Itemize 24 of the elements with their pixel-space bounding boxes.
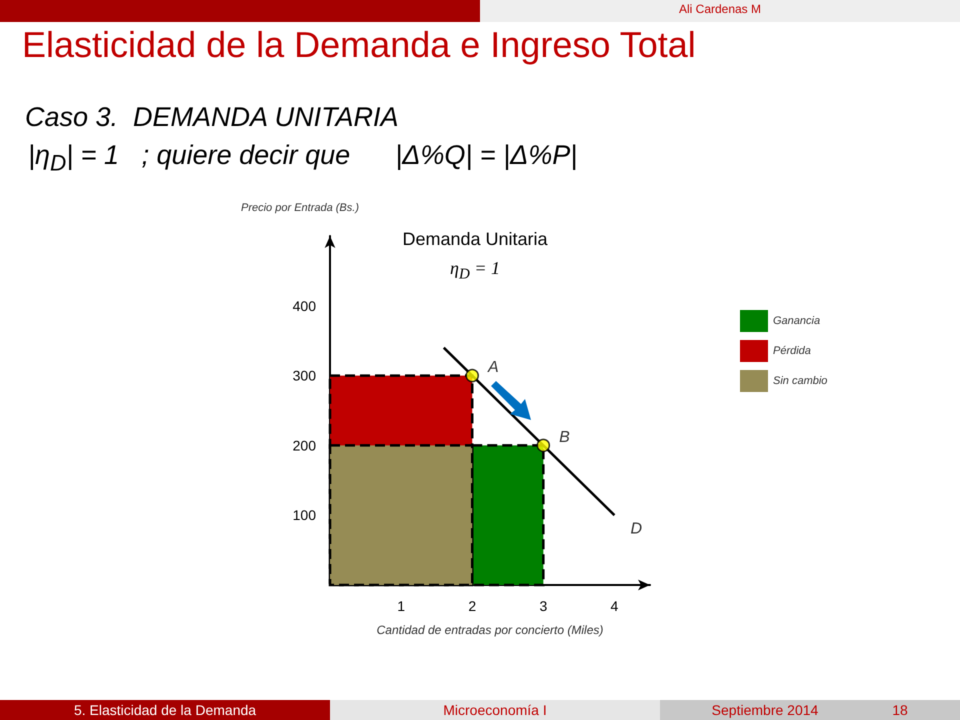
- y-tick-label: 400: [292, 298, 316, 314]
- legend-label: Pérdida: [773, 345, 811, 357]
- text: Septiembre 2014: [710, 702, 820, 718]
- y-tick-label: 100: [292, 507, 316, 524]
- series-label: A: [486, 359, 499, 376]
- x-tick-label: 3: [539, 598, 548, 614]
- y-axis-title: Precio por Entrada (Bs.): [241, 202, 360, 214]
- x-tick-label: 2: [468, 598, 476, 614]
- x-tick-label: 1: [397, 598, 406, 614]
- y-tick-label: 300: [292, 368, 316, 384]
- annotation: η$_{D}$ = 1: [449, 258, 501, 284]
- text: 18: [891, 702, 909, 718]
- series-label: D: [630, 520, 642, 538]
- chart-subtitle: Caso 3. DEMANDA UNITARIA: [25, 102, 399, 133]
- annotation: Demanda Unitaria: [401, 229, 549, 250]
- text: |η$_{D}$| = 1 ; quiere decir que |Δ%Q| = |Δ%P|: [28, 140, 578, 176]
- x-axis-title: Cantidad de entradas por concierto (Miles): [376, 623, 604, 637]
- series-label: B: [559, 428, 570, 446]
- text: Ali Cardenas M: [678, 2, 762, 16]
- x-tick-label: 4: [610, 598, 619, 614]
- legend-label: Sin cambio: [773, 375, 828, 387]
- legend-label: Ganancia: [773, 315, 820, 327]
- chart-title: Elasticidad de la Demanda e Ingreso Total: [22, 24, 696, 66]
- y-tick-label: 200: [292, 437, 316, 454]
